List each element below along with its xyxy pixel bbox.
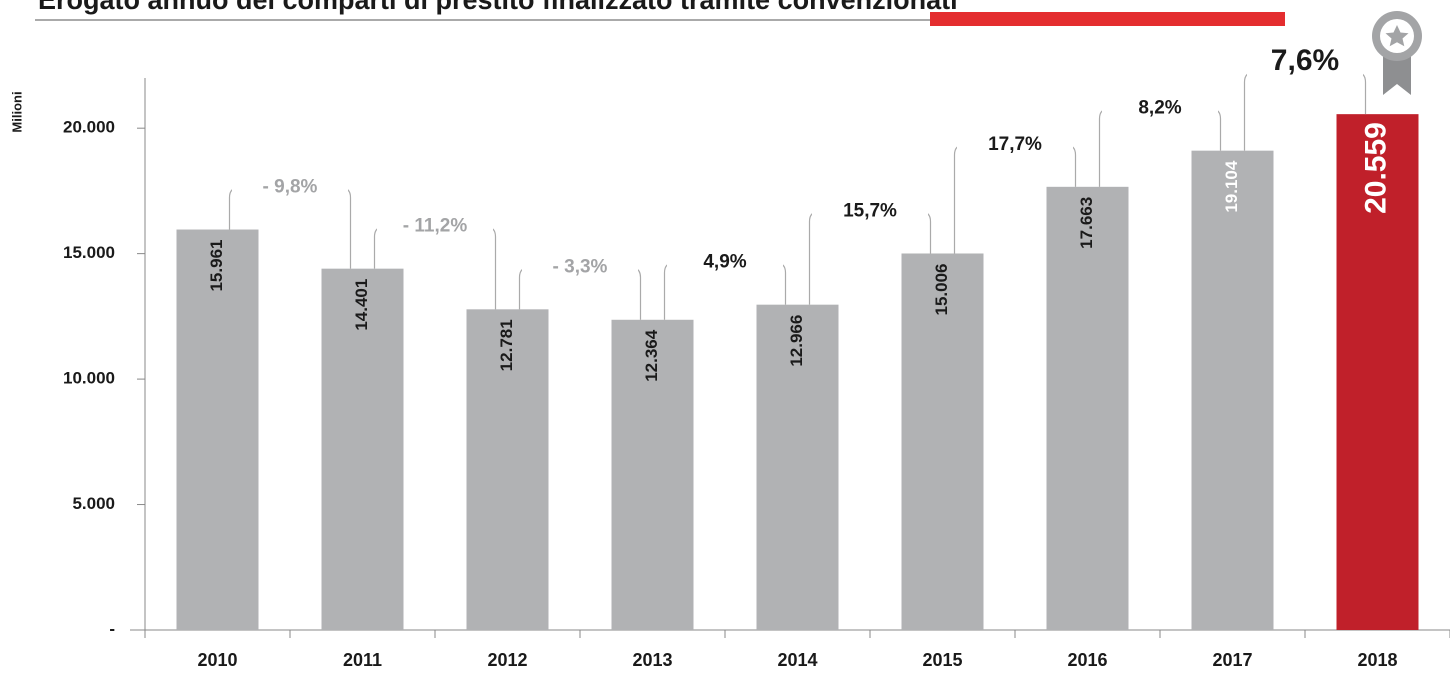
growth-label: - 9,8% xyxy=(263,177,318,198)
value-label: 12.364 xyxy=(642,329,661,382)
y-tick-label: 20.000 xyxy=(63,118,115,137)
value-label: 12.781 xyxy=(497,319,516,371)
y-axis-label: Milioni xyxy=(9,91,24,132)
growth-label-bg xyxy=(957,126,1073,163)
bar xyxy=(1191,150,1274,630)
x-tick-label: 2012 xyxy=(487,650,527,670)
x-tick-label: 2016 xyxy=(1067,650,1107,670)
x-tick-label: 2014 xyxy=(777,650,817,670)
x-tick-label: 2017 xyxy=(1212,650,1252,670)
x-tick-label: 2011 xyxy=(343,650,382,670)
growth-label: - 11,2% xyxy=(403,216,468,237)
growth-label: 15,7% xyxy=(843,201,897,222)
growth-label: - 3,3% xyxy=(553,256,608,277)
growth-label: 4,9% xyxy=(703,252,746,273)
value-label: 14.401 xyxy=(352,279,371,331)
growth-label-bg xyxy=(812,193,928,230)
growth-label-bg xyxy=(232,169,348,206)
bar xyxy=(1046,186,1129,630)
chart-title: Erogato annuo dei comparti di prestito f… xyxy=(38,0,958,15)
value-label: 15.961 xyxy=(207,240,226,292)
x-tick-label: 2013 xyxy=(632,650,672,670)
growth-label-bg xyxy=(377,208,493,245)
bar xyxy=(901,253,984,630)
growth-label-bg xyxy=(1247,54,1363,91)
y-tick-label: - xyxy=(109,619,115,638)
value-label: 15.006 xyxy=(932,263,951,315)
bar xyxy=(756,304,839,630)
growth-label-bg xyxy=(667,244,783,281)
y-tick-label: 10.000 xyxy=(63,369,115,388)
title-accent xyxy=(930,12,1285,26)
badge-icon xyxy=(1372,11,1422,95)
bar xyxy=(1336,114,1419,630)
growth-label-bg xyxy=(522,249,638,286)
y-tick-label: 15.000 xyxy=(63,243,115,262)
value-label: 12.966 xyxy=(787,315,806,367)
value-label: 19.104 xyxy=(1222,160,1241,213)
bar xyxy=(466,309,549,630)
y-tick-label: 5.000 xyxy=(72,494,115,513)
growth-label: 7,6% xyxy=(1271,44,1339,77)
bar xyxy=(611,319,694,630)
growth-label: 17,7% xyxy=(988,134,1042,155)
value-label: 17.663 xyxy=(1077,197,1096,249)
x-tick-label: 2015 xyxy=(922,650,962,670)
x-tick-label: 2010 xyxy=(197,650,237,670)
bar xyxy=(321,268,404,630)
growth-label-bg xyxy=(1102,90,1218,127)
bar xyxy=(176,229,259,631)
growth-label: 8,2% xyxy=(1138,98,1181,119)
x-tick-label: 2018 xyxy=(1357,650,1397,670)
value-label: 20.559 xyxy=(1359,122,1392,214)
